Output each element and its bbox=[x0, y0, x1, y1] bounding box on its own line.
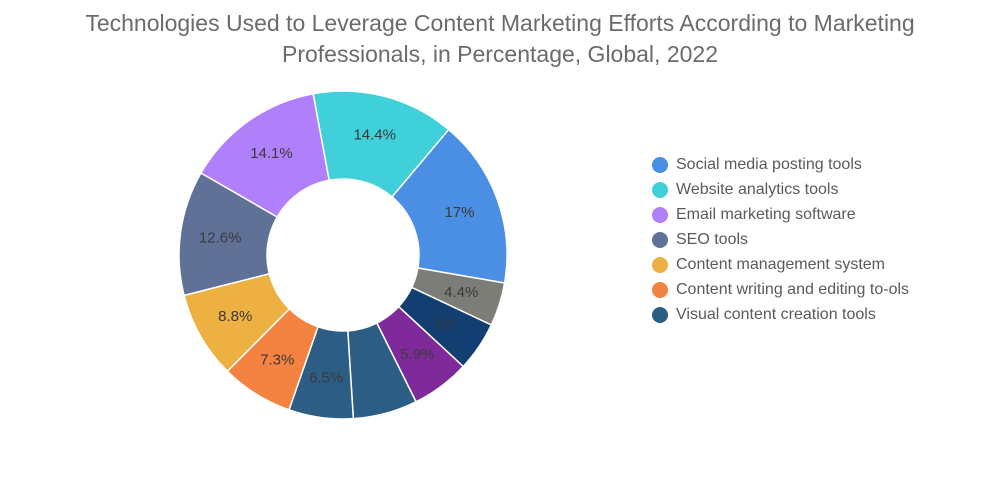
legend-swatch bbox=[652, 282, 668, 298]
legend-item[interactable]: Content writing and editing to-ols bbox=[652, 280, 922, 300]
slice-label: 7.3% bbox=[260, 352, 294, 369]
slice-label: 5.9% bbox=[400, 346, 434, 363]
slice-label: 14.4% bbox=[353, 127, 396, 144]
slice-label: 14.1% bbox=[250, 145, 293, 162]
legend-item[interactable]: Email marketing software bbox=[652, 205, 922, 225]
chart-title: Technologies Used to Leverage Content Ma… bbox=[85, 10, 915, 67]
legend-item[interactable]: Visual content creation tools bbox=[652, 305, 922, 325]
legend-label: Website analytics tools bbox=[676, 181, 839, 198]
legend-swatch bbox=[652, 157, 668, 173]
legend-item[interactable]: Website analytics tools bbox=[652, 180, 922, 200]
legend-swatch bbox=[652, 257, 668, 273]
legend-label: Content writing and editing to-ols bbox=[676, 281, 910, 298]
legend-swatch bbox=[652, 307, 668, 323]
slice-website-analytics-tools bbox=[312, 90, 450, 198]
slice-label: 12.6% bbox=[199, 229, 242, 246]
slice-label: 5% bbox=[435, 316, 457, 333]
legend-swatch bbox=[652, 232, 668, 248]
legend-item[interactable]: SEO tools bbox=[652, 230, 922, 250]
slice-label: 6.5% bbox=[309, 369, 343, 386]
legend-label: Visual content creation tools bbox=[676, 306, 876, 323]
slice-label: 4.4% bbox=[444, 284, 478, 301]
legend-item[interactable]: Content management system bbox=[652, 255, 922, 275]
legend-label: Email marketing software bbox=[676, 206, 856, 223]
slice-social-media-posting-tools bbox=[390, 128, 508, 284]
legend-label: Social media posting tools bbox=[676, 156, 862, 173]
chart-legend: Social media posting tools Website analyt… bbox=[652, 155, 922, 330]
legend-label: SEO tools bbox=[676, 231, 749, 248]
slice-label: 8.8% bbox=[218, 308, 252, 325]
legend-swatch bbox=[652, 207, 668, 223]
legend-label: Content management system bbox=[676, 256, 885, 273]
slice-label: 17% bbox=[444, 204, 474, 221]
legend-item[interactable]: Social media posting tools bbox=[652, 155, 922, 175]
legend-swatch bbox=[652, 182, 668, 198]
